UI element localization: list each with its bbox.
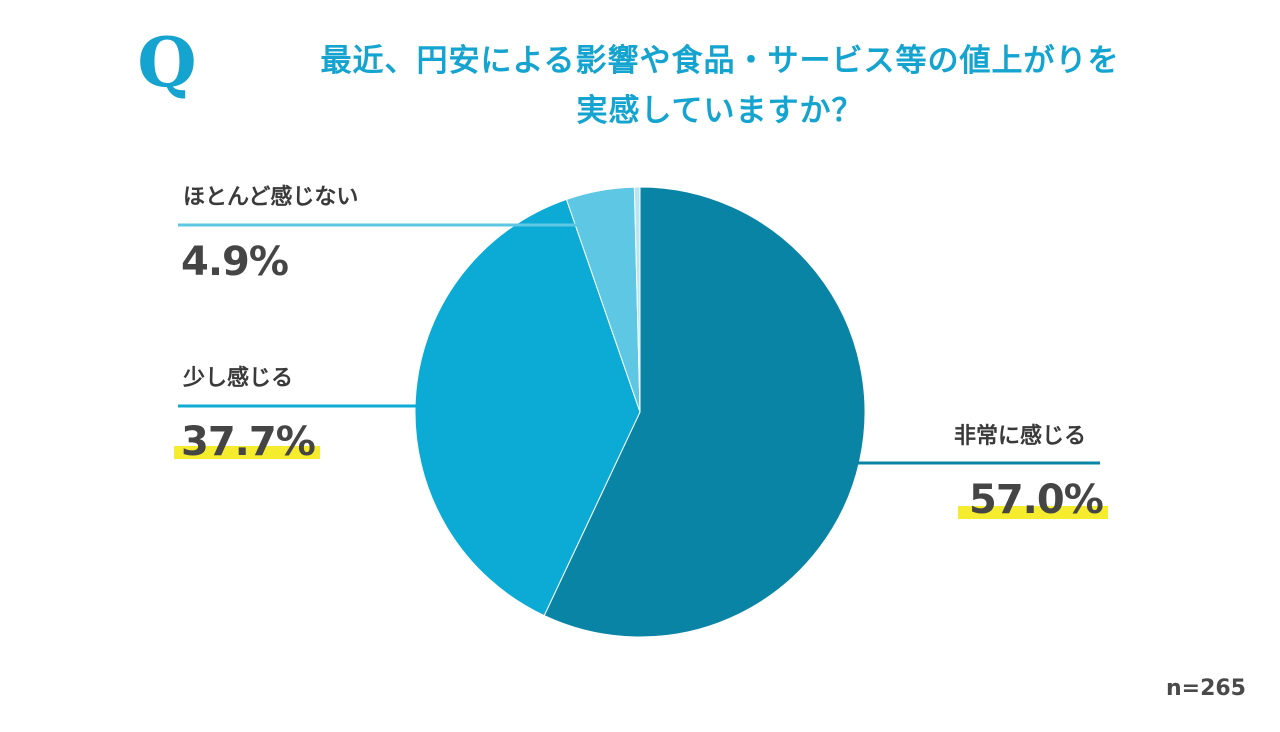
slice-value-hijou: 57.0%	[969, 477, 1104, 523]
slice-label-sukoshi: 少し感じる	[183, 366, 294, 391]
slice-value-hotondo: 4.9%	[181, 239, 289, 285]
slice-value-sukoshi: 37.7%	[181, 419, 316, 465]
sample-size: n=265	[1165, 676, 1246, 701]
highlight-sukoshi	[174, 446, 320, 459]
question-line-1: 最近、円安による影響や食品・サービス等の値上がりを	[320, 43, 1120, 79]
pie-slice-0	[543, 186, 866, 638]
q-letter: Q	[137, 28, 196, 100]
question-line-2: 実感していますか？	[576, 93, 864, 129]
q-badge-icon: Q	[137, 28, 196, 100]
slice-label-hijou: 非常に感じる	[954, 424, 1087, 449]
highlight-hijou	[958, 506, 1108, 519]
pie-slice-1	[414, 198, 641, 617]
slice-label-hotondo: ほとんど感じない	[183, 185, 359, 210]
pie-slices	[414, 186, 866, 638]
pie-slice-3	[633, 186, 641, 413]
question-title: 最近、円安による影響や食品・サービス等の値上がりを 実感していますか？	[215, 36, 1225, 136]
